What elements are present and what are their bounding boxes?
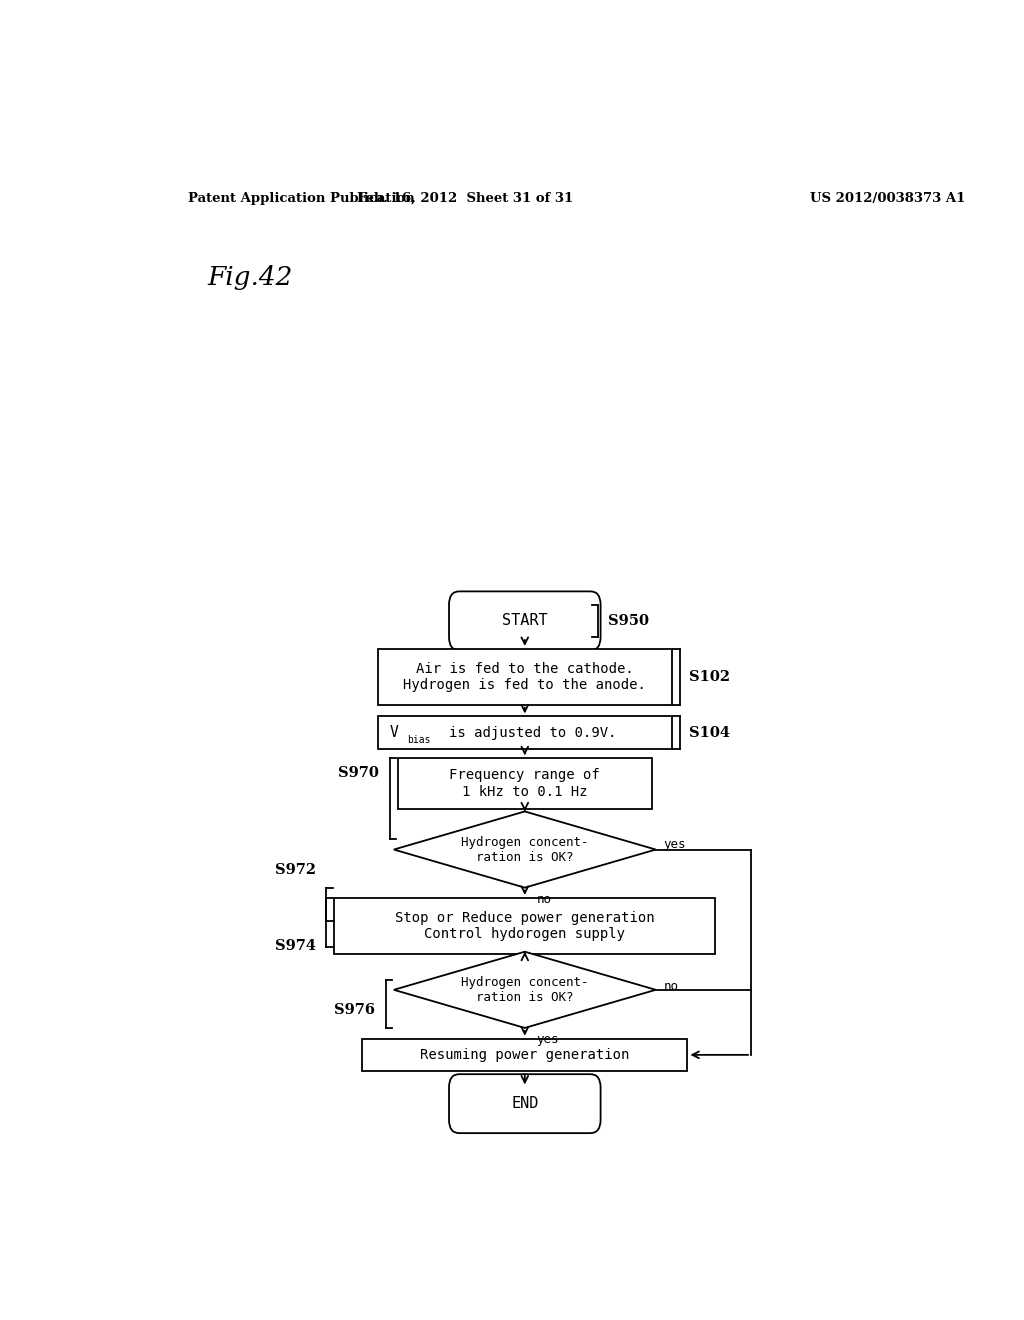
Text: S970: S970	[338, 767, 379, 780]
Text: yes: yes	[537, 1034, 559, 1045]
Text: bias: bias	[408, 735, 431, 744]
FancyBboxPatch shape	[449, 1074, 601, 1133]
Polygon shape	[394, 952, 655, 1028]
Bar	[378, 717, 672, 748]
Text: Frequency range of
1 kHz to 0.1 Hz: Frequency range of 1 kHz to 0.1 Hz	[450, 768, 600, 799]
Text: Fig.42: Fig.42	[207, 265, 293, 290]
Text: Feb. 16, 2012  Sheet 31 of 31: Feb. 16, 2012 Sheet 31 of 31	[357, 191, 573, 205]
Text: US 2012/0038373 A1: US 2012/0038373 A1	[811, 191, 966, 205]
Text: S950: S950	[607, 614, 649, 628]
Text: Stop or Reduce power generation
Control hydorogen supply: Stop or Reduce power generation Control …	[395, 911, 654, 941]
Text: Resuming power generation: Resuming power generation	[420, 1048, 630, 1061]
Text: S102: S102	[689, 669, 730, 684]
Text: is adjusted to 0.9V.: is adjusted to 0.9V.	[450, 726, 616, 739]
Bar	[378, 649, 672, 705]
Text: S974: S974	[274, 939, 315, 953]
Text: no: no	[664, 981, 679, 993]
Text: S104: S104	[689, 726, 730, 739]
Bar	[397, 758, 651, 809]
Text: START: START	[502, 614, 548, 628]
Bar	[334, 898, 715, 954]
Text: V: V	[390, 725, 398, 741]
Text: Patent Application Publication: Patent Application Publication	[187, 191, 415, 205]
Text: yes: yes	[664, 838, 686, 851]
Text: Hydrogen concent-
ration is OK?: Hydrogen concent- ration is OK?	[461, 836, 589, 863]
Text: no: no	[537, 892, 552, 906]
Text: S972: S972	[274, 863, 316, 876]
Text: S976: S976	[334, 1003, 376, 1018]
FancyBboxPatch shape	[449, 591, 601, 651]
Bar	[362, 1039, 687, 1071]
Text: Air is fed to the cathode.
Hydrogen is fed to the anode.: Air is fed to the cathode. Hydrogen is f…	[403, 661, 646, 692]
Polygon shape	[394, 812, 655, 887]
Text: END: END	[511, 1096, 539, 1111]
Text: Hydrogen concent-
ration is OK?: Hydrogen concent- ration is OK?	[461, 975, 589, 1003]
